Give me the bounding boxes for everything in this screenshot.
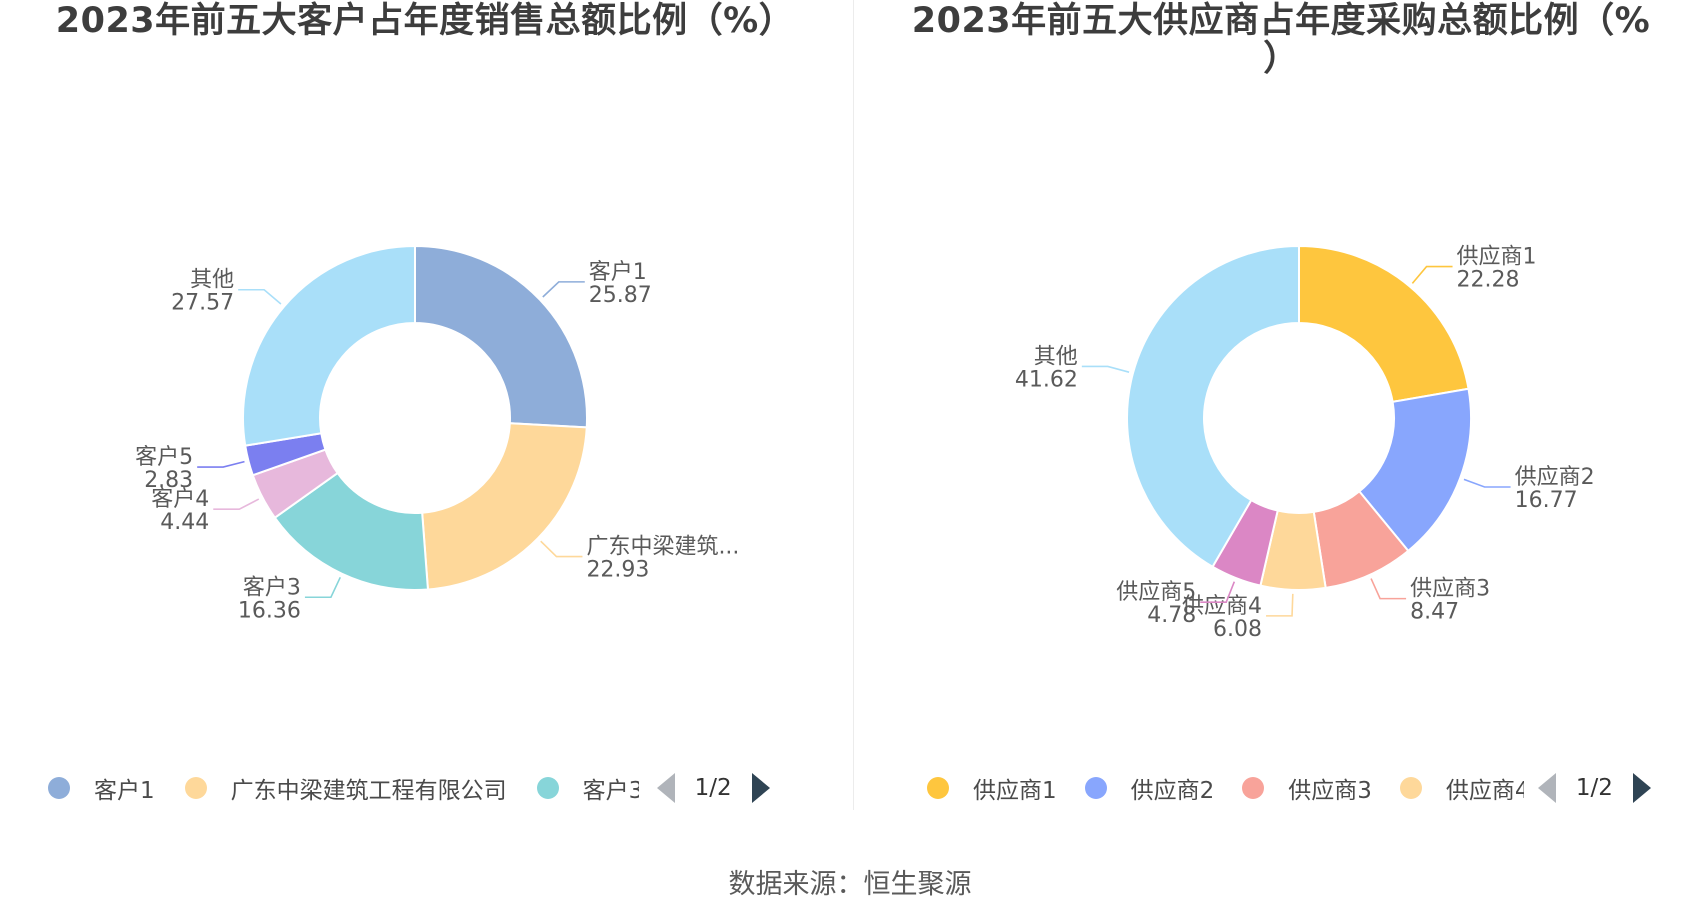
legend-dot	[1084, 777, 1107, 799]
legend-label: 客户3	[582, 778, 639, 804]
slice-name-label: 广东中梁建筑...	[586, 535, 739, 560]
legend-label: 供应商1	[973, 778, 1057, 804]
leader-line	[1411, 265, 1453, 284]
legend-dot	[48, 777, 70, 799]
customer-chart-panel: 2023年前五大客户占年度销售总额比例（%） 客户1 25.87 广东中梁建筑...…	[0, 0, 850, 820]
legend-dot	[927, 777, 949, 799]
legend-label: 广东中梁建筑工程有限公司	[230, 778, 507, 804]
supplier-legend: 供应商1 供应商2 供应商3 供应商4 1/2	[927, 768, 1687, 808]
leader-line	[1200, 581, 1236, 603]
slice-name-label: 客户4	[151, 487, 209, 512]
panel-divider	[853, 0, 854, 810]
next-page-icon[interactable]	[1632, 773, 1651, 803]
legend-pager: 1/2	[1537, 773, 1651, 803]
slice-value-label: 2.83	[144, 468, 193, 493]
legend-page-indicator: 1/2	[1575, 775, 1613, 801]
slice-value-label: 41.62	[1015, 367, 1078, 392]
slice-name-label: 供应商5	[1116, 580, 1196, 605]
legend-dot	[1399, 777, 1422, 799]
legend-dot	[1242, 777, 1265, 799]
legend-item-customer-2[interactable]: 广东中梁建筑工程有限公司	[184, 771, 507, 805]
slice-name-label: 供应商1	[1457, 245, 1537, 270]
slice-value-label: 4.78	[1147, 603, 1196, 628]
legend-label: 供应商4	[1445, 778, 1524, 804]
leader-line	[1266, 593, 1294, 617]
leader-line	[1081, 365, 1130, 373]
slice-name-label: 客户5	[135, 445, 193, 470]
slice-value-label: 6.08	[1213, 617, 1262, 642]
supplier-chart-title: 2023年前五大供应商占年度采购总额比例（% ）	[856, 2, 1700, 78]
slice-value-label: 4.44	[160, 510, 209, 535]
legend-item-supplier-1[interactable]: 供应商1	[927, 771, 1057, 805]
slice-name-label: 供应商4	[1182, 594, 1262, 619]
next-page-icon[interactable]	[751, 773, 770, 803]
legend-item-supplier-3[interactable]: 供应商3	[1242, 771, 1372, 805]
legend-dot	[184, 777, 207, 799]
slice-value-label: 22.28	[1457, 268, 1520, 293]
donut-slice[interactable]	[414, 244, 588, 429]
slice-value-label: 22.93	[586, 558, 649, 583]
slice-name-label: 供应商2	[1515, 465, 1595, 490]
legend-label: 供应商3	[1288, 778, 1372, 804]
supplier-chart-panel: 2023年前五大供应商占年度采购总额比例（% ） 供应商1 22.28 供应商2 16…	[856, 0, 1700, 820]
leader-line	[304, 577, 341, 599]
slice-name-label: 其他	[1034, 344, 1078, 369]
legend-label: 客户1	[94, 778, 155, 804]
legend-dot	[536, 777, 559, 799]
leader-line	[1463, 478, 1511, 488]
donut-slice[interactable]	[242, 244, 416, 447]
donut-slice[interactable]	[1298, 244, 1470, 403]
prev-page-icon[interactable]	[1537, 773, 1556, 803]
legend-page-indicator: 1/2	[694, 775, 732, 801]
slice-value-label: 8.47	[1410, 600, 1459, 625]
slice-name-label: 其他	[190, 268, 234, 293]
legend-item-supplier-2[interactable]: 供应商2	[1084, 771, 1215, 805]
slice-name-label: 客户3	[243, 575, 301, 600]
data-source-note: 数据来源：恒生聚源	[728, 869, 972, 900]
supplier-chart-title-line2: ）	[1263, 39, 1299, 79]
donut-slice[interactable]	[1126, 244, 1300, 569]
customer-chart-title: 2023年前五大客户占年度销售总额比例（%）	[55, 1, 795, 41]
prev-page-icon[interactable]	[656, 773, 675, 803]
leader-line	[197, 460, 245, 468]
legend-pager: 1/2	[656, 773, 770, 803]
leader-line	[213, 498, 260, 511]
slice-name-label: 供应商3	[1410, 577, 1490, 602]
legend-item-customer-3[interactable]: 客户3	[536, 771, 643, 805]
leader-line	[540, 540, 583, 558]
slice-value-label: 25.87	[589, 283, 652, 308]
supplier-chart-title-line1: 2023年前五大供应商占年度采购总额比例（%	[911, 1, 1651, 41]
slice-value-label: 16.36	[238, 598, 301, 623]
slice-name-label: 客户1	[589, 260, 647, 285]
slice-value-label: 16.77	[1515, 488, 1578, 513]
slice-value-label: 27.57	[171, 291, 234, 316]
legend-item-customer-1[interactable]: 客户1	[48, 771, 155, 805]
legend-label: 供应商2	[1130, 778, 1215, 804]
leader-line	[1370, 578, 1407, 600]
leader-line	[542, 281, 585, 298]
customer-legend: 客户1 广东中梁建筑工程有限公司 客户3 1/2	[48, 768, 808, 808]
donut-slice[interactable]	[421, 422, 588, 591]
legend-item-supplier-4[interactable]: 供应商4	[1399, 771, 1524, 805]
leader-line	[238, 288, 282, 305]
